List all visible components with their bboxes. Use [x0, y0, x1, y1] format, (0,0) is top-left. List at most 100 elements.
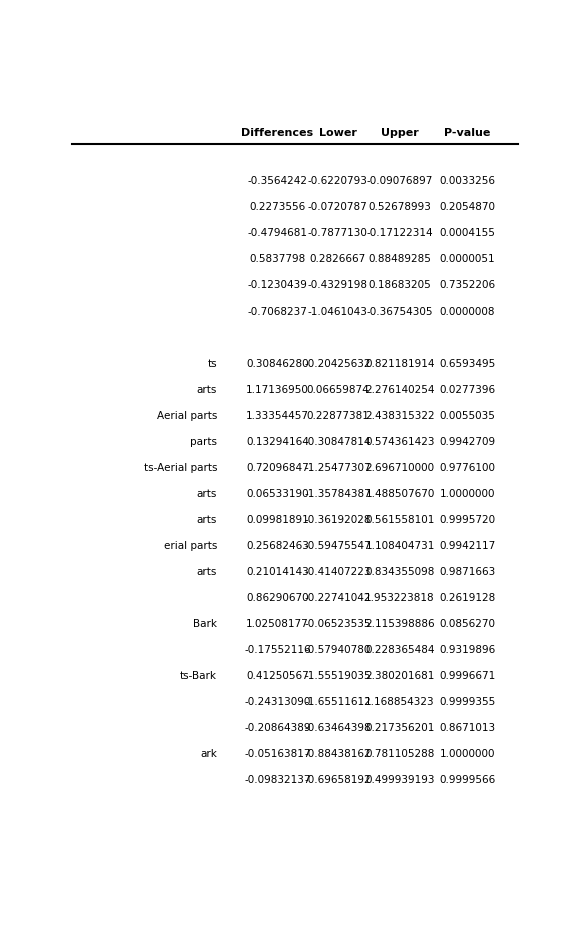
Text: 0.834355098: 0.834355098: [365, 567, 435, 577]
Text: 0.21014143: 0.21014143: [246, 567, 309, 577]
Text: 0.9319896: 0.9319896: [439, 645, 495, 654]
Text: 0.09981891: 0.09981891: [246, 515, 309, 525]
Text: 1.33354457: 1.33354457: [246, 410, 309, 421]
Text: -0.1230439: -0.1230439: [248, 281, 307, 290]
Text: -0.17552116: -0.17552116: [244, 645, 310, 654]
Text: ts-Bark: ts-Bark: [180, 671, 217, 681]
Text: 2.276140254: 2.276140254: [365, 385, 435, 394]
Text: -0.57940780: -0.57940780: [305, 645, 371, 654]
Text: -0.59475547: -0.59475547: [304, 541, 371, 551]
Text: 0.06533190: 0.06533190: [246, 488, 309, 499]
Text: -0.30847814: -0.30847814: [304, 437, 371, 447]
Text: 0.88489285: 0.88489285: [369, 254, 431, 265]
Text: -0.63464398: -0.63464398: [304, 723, 371, 733]
Text: 0.9942117: 0.9942117: [439, 541, 495, 551]
Text: -1.0461043: -1.0461043: [308, 306, 367, 316]
Text: 0.72096847: 0.72096847: [246, 463, 309, 472]
Text: 0.0277396: 0.0277396: [439, 385, 495, 394]
Text: 0.217356201: 0.217356201: [365, 723, 435, 733]
Text: -0.4329198: -0.4329198: [308, 281, 367, 290]
Text: 0.06659874: 0.06659874: [306, 385, 369, 394]
Text: 0.41250567: 0.41250567: [246, 671, 309, 681]
Text: 0.574361423: 0.574361423: [365, 437, 435, 447]
Text: -0.09832137: -0.09832137: [244, 775, 310, 785]
Text: 0.2619128: 0.2619128: [439, 593, 495, 603]
Text: -0.3564242: -0.3564242: [247, 177, 308, 186]
Text: 0.22877381: 0.22877381: [306, 410, 369, 421]
Text: 1.168854323: 1.168854323: [365, 697, 435, 707]
Text: 0.9999566: 0.9999566: [439, 775, 495, 785]
Text: -0.7877130: -0.7877130: [308, 228, 367, 239]
Text: erial parts: erial parts: [164, 541, 217, 551]
Text: Upper: Upper: [381, 128, 419, 138]
Text: 0.86290670: 0.86290670: [246, 593, 309, 603]
Text: arts: arts: [197, 385, 217, 394]
Text: 0.499939193: 0.499939193: [365, 775, 435, 785]
Text: parts: parts: [190, 437, 217, 447]
Text: arts: arts: [197, 488, 217, 499]
Text: -0.69658192: -0.69658192: [304, 775, 371, 785]
Text: arts: arts: [197, 567, 217, 577]
Text: ark: ark: [200, 749, 217, 759]
Text: 0.2826667: 0.2826667: [309, 254, 366, 265]
Text: 0.9942709: 0.9942709: [439, 437, 495, 447]
Text: 0.52678993: 0.52678993: [369, 203, 431, 212]
Text: 2.696710000: 2.696710000: [366, 463, 435, 472]
Text: 0.13294164: 0.13294164: [246, 437, 309, 447]
Text: 0.5837798: 0.5837798: [249, 254, 305, 265]
Text: -0.6220793: -0.6220793: [308, 177, 367, 186]
Text: 0.9999355: 0.9999355: [439, 697, 495, 707]
Text: 0.781105288: 0.781105288: [365, 749, 435, 759]
Text: 0.2054870: 0.2054870: [439, 203, 495, 212]
Text: Differences: Differences: [241, 128, 313, 138]
Text: 1.0000000: 1.0000000: [439, 488, 495, 499]
Text: 0.18683205: 0.18683205: [369, 281, 431, 290]
Text: 2.115398886: 2.115398886: [365, 619, 435, 629]
Text: arts: arts: [197, 515, 217, 525]
Text: -0.88438162: -0.88438162: [304, 749, 371, 759]
Text: 1.02508177: 1.02508177: [246, 619, 309, 629]
Text: 0.0856270: 0.0856270: [439, 619, 495, 629]
Text: -1.25477307: -1.25477307: [304, 463, 371, 472]
Text: -0.17122314: -0.17122314: [367, 228, 433, 239]
Text: -1.65511612: -1.65511612: [304, 697, 371, 707]
Text: 0.8671013: 0.8671013: [439, 723, 495, 733]
Text: 0.30846280: 0.30846280: [246, 359, 309, 369]
Text: -0.4794681: -0.4794681: [247, 228, 308, 239]
Text: 0.228365484: 0.228365484: [365, 645, 435, 654]
Text: ts: ts: [207, 359, 217, 369]
Text: 0.9995720: 0.9995720: [439, 515, 495, 525]
Text: -0.20864389: -0.20864389: [244, 723, 310, 733]
Text: 0.0033256: 0.0033256: [439, 177, 495, 186]
Text: 1.0000000: 1.0000000: [439, 749, 495, 759]
Text: 0.25682463: 0.25682463: [246, 541, 309, 551]
Text: ts-Aerial parts: ts-Aerial parts: [143, 463, 217, 472]
Text: 0.561558101: 0.561558101: [365, 515, 435, 525]
Text: 2.438315322: 2.438315322: [365, 410, 435, 421]
Text: 0.9776100: 0.9776100: [439, 463, 495, 472]
Text: -0.24313090: -0.24313090: [244, 697, 310, 707]
Text: Aerial parts: Aerial parts: [157, 410, 217, 421]
Text: 0.6593495: 0.6593495: [439, 359, 495, 369]
Text: Bark: Bark: [193, 619, 217, 629]
Text: 2.380201681: 2.380201681: [365, 671, 435, 681]
Text: -1.35784387: -1.35784387: [304, 488, 371, 499]
Text: -0.06523535: -0.06523535: [304, 619, 371, 629]
Text: -0.22741042: -0.22741042: [304, 593, 371, 603]
Text: Lower: Lower: [319, 128, 357, 138]
Text: -0.41407223: -0.41407223: [304, 567, 371, 577]
Text: 0.0004155: 0.0004155: [439, 228, 495, 239]
Text: 0.0055035: 0.0055035: [439, 410, 495, 421]
Text: 1.488507670: 1.488507670: [365, 488, 435, 499]
Text: 1.108404731: 1.108404731: [365, 541, 435, 551]
Text: 0.9871663: 0.9871663: [439, 567, 495, 577]
Text: -1.55519035: -1.55519035: [304, 671, 371, 681]
Text: -0.05163817: -0.05163817: [244, 749, 310, 759]
Text: 0.2273556: 0.2273556: [249, 203, 305, 212]
Text: -0.36754305: -0.36754305: [367, 306, 433, 316]
Text: -0.36192028: -0.36192028: [304, 515, 371, 525]
Text: -0.7068237: -0.7068237: [248, 306, 307, 316]
Text: P-value: P-value: [444, 128, 490, 138]
Text: -0.0720787: -0.0720787: [308, 203, 367, 212]
Text: 0.0000051: 0.0000051: [439, 254, 495, 265]
